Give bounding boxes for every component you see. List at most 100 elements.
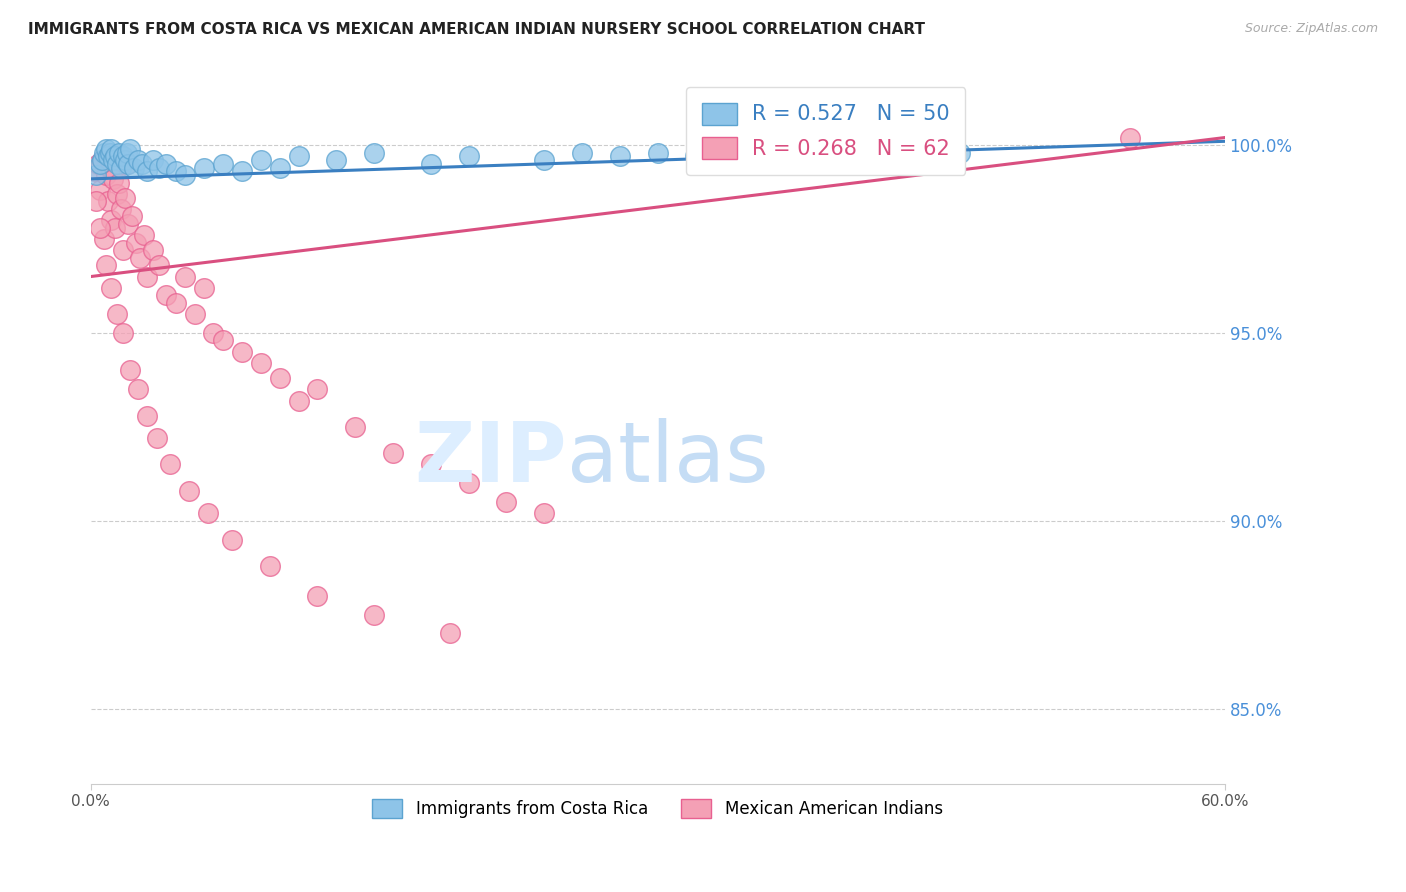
Point xyxy=(419,157,441,171)
Point xyxy=(120,142,142,156)
Point xyxy=(136,409,159,423)
Point xyxy=(231,344,253,359)
Point xyxy=(84,194,107,209)
Point xyxy=(779,138,801,153)
Point xyxy=(439,626,461,640)
Point xyxy=(91,153,114,167)
Point xyxy=(344,420,367,434)
Point xyxy=(103,172,125,186)
Point xyxy=(174,269,197,284)
Point xyxy=(89,183,111,197)
Point xyxy=(221,533,243,547)
Point xyxy=(132,228,155,243)
Point xyxy=(105,157,128,171)
Point xyxy=(87,157,110,171)
Point xyxy=(571,145,593,160)
Point xyxy=(249,153,271,167)
Text: ZIP: ZIP xyxy=(415,418,567,500)
Point xyxy=(723,145,745,160)
Point xyxy=(97,194,120,209)
Point xyxy=(128,251,150,265)
Point xyxy=(104,220,127,235)
Point xyxy=(103,153,125,167)
Point xyxy=(94,142,117,156)
Point xyxy=(94,168,117,182)
Point xyxy=(127,382,149,396)
Point xyxy=(212,334,235,348)
Point xyxy=(98,145,121,160)
Text: atlas: atlas xyxy=(567,418,769,500)
Point xyxy=(759,145,782,160)
Point xyxy=(89,157,111,171)
Point xyxy=(84,168,107,182)
Point xyxy=(1119,130,1142,145)
Point xyxy=(609,149,631,163)
Point xyxy=(93,145,115,160)
Point xyxy=(89,220,111,235)
Point xyxy=(174,168,197,182)
Point xyxy=(231,164,253,178)
Point xyxy=(122,161,145,175)
Point xyxy=(307,382,329,396)
Point xyxy=(533,153,555,167)
Point xyxy=(114,153,136,167)
Point xyxy=(269,371,291,385)
Point xyxy=(100,142,122,156)
Point xyxy=(249,356,271,370)
Point xyxy=(259,558,281,573)
Point xyxy=(115,145,138,160)
Point xyxy=(685,149,707,163)
Point xyxy=(703,142,725,156)
Point xyxy=(136,269,159,284)
Point xyxy=(148,258,170,272)
Point xyxy=(91,153,114,167)
Point xyxy=(108,176,131,190)
Point xyxy=(146,431,169,445)
Point xyxy=(114,191,136,205)
Point xyxy=(120,363,142,377)
Point xyxy=(125,235,148,250)
Point xyxy=(117,157,139,171)
Point xyxy=(93,232,115,246)
Point xyxy=(148,161,170,175)
Point xyxy=(165,296,187,310)
Point xyxy=(97,149,120,163)
Point xyxy=(419,458,441,472)
Point xyxy=(269,161,291,175)
Point xyxy=(155,157,177,171)
Point xyxy=(495,495,517,509)
Point xyxy=(117,217,139,231)
Point xyxy=(165,164,187,178)
Point xyxy=(382,446,405,460)
Legend: Immigrants from Costa Rica, Mexican American Indians: Immigrants from Costa Rica, Mexican Amer… xyxy=(366,792,949,825)
Text: Source: ZipAtlas.com: Source: ZipAtlas.com xyxy=(1244,22,1378,36)
Point xyxy=(110,161,132,175)
Point xyxy=(212,157,235,171)
Point xyxy=(111,244,134,258)
Point xyxy=(136,164,159,178)
Point xyxy=(363,145,385,160)
Point xyxy=(159,458,181,472)
Point xyxy=(893,138,915,153)
Point xyxy=(104,149,127,163)
Point xyxy=(131,157,153,171)
Point xyxy=(127,153,149,167)
Point xyxy=(325,153,347,167)
Point xyxy=(105,186,128,201)
Point xyxy=(202,326,225,340)
Text: IMMIGRANTS FROM COSTA RICA VS MEXICAN AMERICAN INDIAN NURSERY SCHOOL CORRELATION: IMMIGRANTS FROM COSTA RICA VS MEXICAN AM… xyxy=(28,22,925,37)
Point xyxy=(363,607,385,622)
Point xyxy=(110,202,132,216)
Point xyxy=(197,506,219,520)
Point xyxy=(111,326,134,340)
Point xyxy=(533,506,555,520)
Point xyxy=(193,161,215,175)
Point xyxy=(287,393,309,408)
Point xyxy=(108,145,131,160)
Point xyxy=(287,149,309,163)
Point xyxy=(177,483,200,498)
Point xyxy=(457,149,479,163)
Point xyxy=(307,589,329,603)
Point xyxy=(83,164,105,178)
Point xyxy=(835,142,858,156)
